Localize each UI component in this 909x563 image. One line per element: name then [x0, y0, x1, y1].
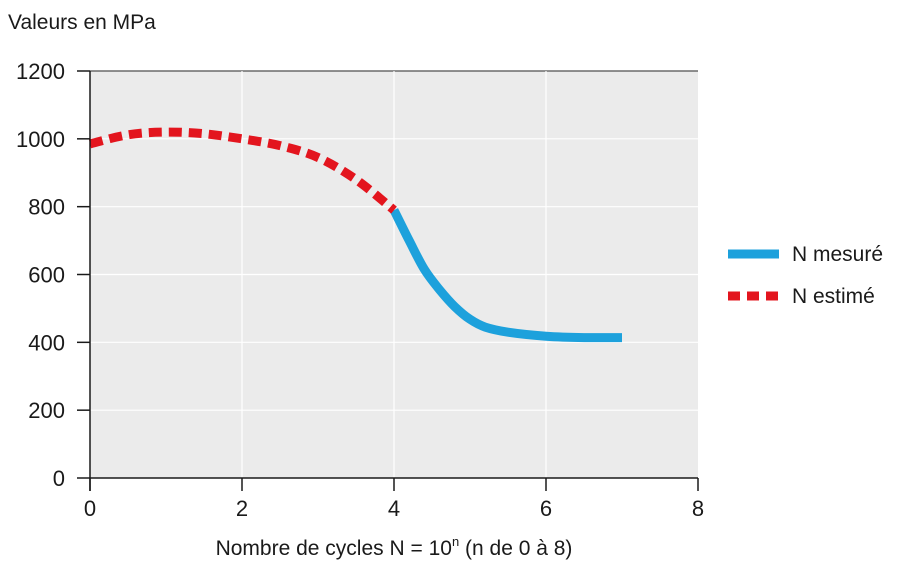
x-tick-label: 6	[540, 496, 552, 521]
series-lines	[88, 127, 623, 343]
series-line-measured	[389, 208, 623, 343]
x-axis-label-superscript: n	[452, 534, 459, 549]
x-axis-label: Nombre de cycles N = 10n (n de 0 à 8)	[216, 534, 573, 560]
y-tick-label: 1200	[16, 59, 65, 84]
grid-lines	[90, 70, 698, 478]
y-axis-label: Valeurs en MPa	[8, 11, 156, 34]
y-tick-label: 1000	[16, 127, 65, 152]
legend-label-estimated: N estimé	[792, 285, 875, 308]
y-tick-label: 600	[28, 263, 65, 288]
x-tick-label: 2	[236, 496, 248, 521]
y-tick-label: 200	[28, 398, 65, 423]
axes	[77, 70, 699, 491]
y-tick-label: 400	[28, 330, 65, 355]
y-tick-label: 800	[28, 195, 65, 220]
tick-labels: 0 2 4 6 8 0 200 400 600 800 1000 1200	[16, 59, 704, 521]
legend-label-measured: N mesuré	[792, 243, 883, 266]
legend: N mesuré N estimé	[728, 243, 883, 308]
x-tick-label: 8	[692, 496, 704, 521]
y-tick-label: 0	[53, 466, 65, 491]
series-line-estimated	[88, 127, 397, 214]
x-axis-label-suffix: (n de 0 à 8)	[459, 537, 572, 560]
x-axis-label-prefix: Nombre de cycles N = 10	[216, 537, 452, 560]
x-tick-label: 4	[388, 496, 400, 521]
x-tick-label: 0	[84, 496, 96, 521]
